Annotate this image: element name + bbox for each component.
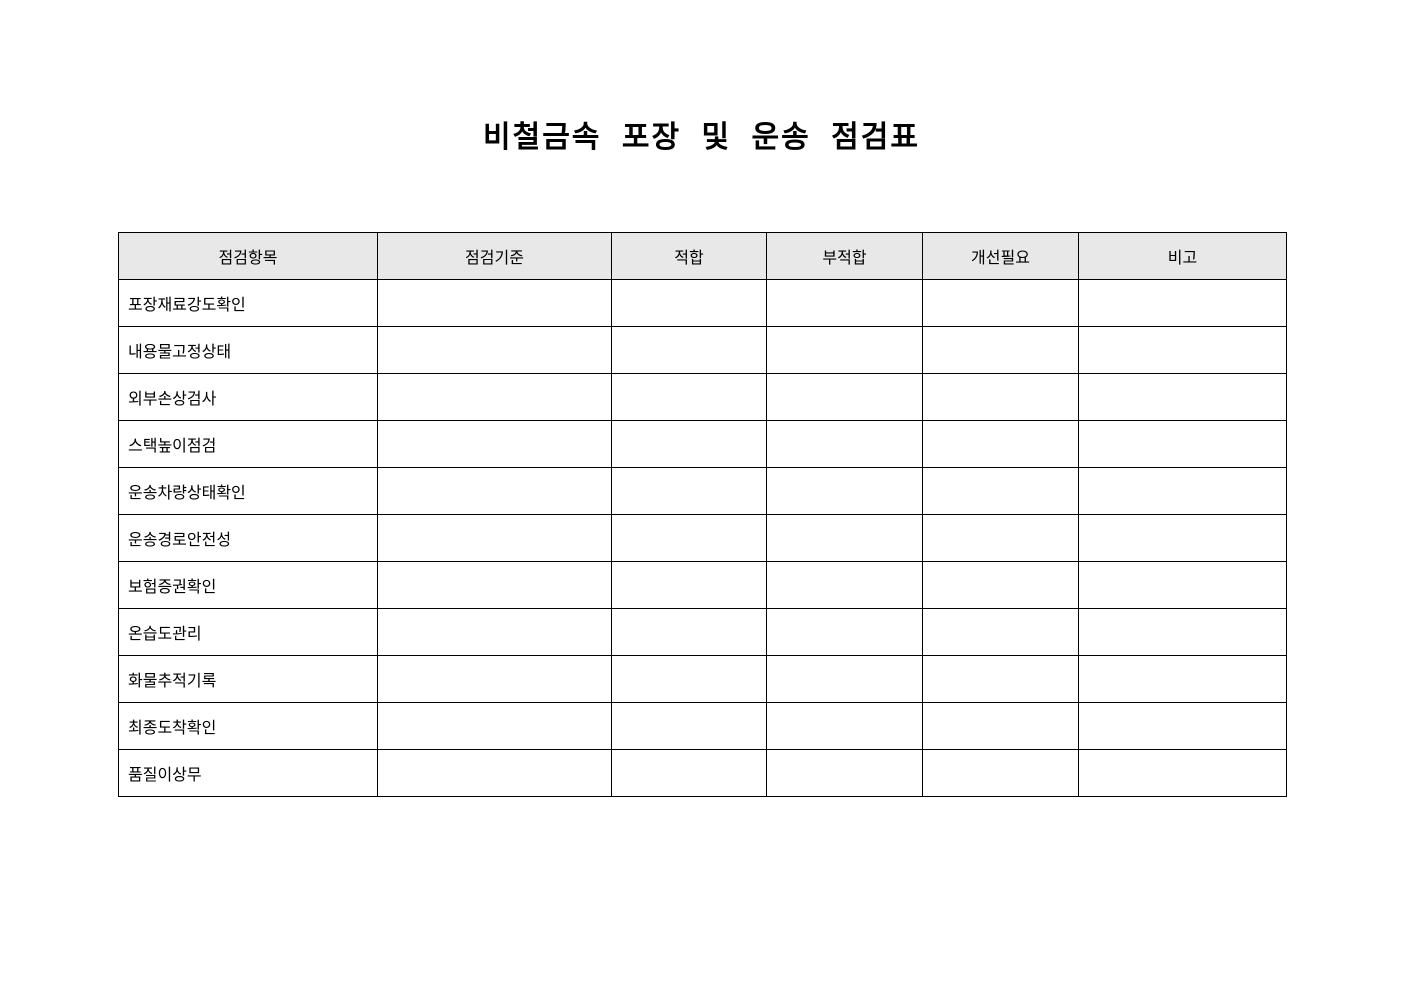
criteria-cell[interactable] — [377, 608, 612, 656]
table-row: 운송차량상태확인 — [118, 467, 1287, 515]
improvement-cell[interactable] — [922, 279, 1079, 327]
criteria-cell[interactable] — [377, 373, 612, 421]
table-row: 내용물고정상태 — [118, 326, 1287, 374]
criteria-cell[interactable] — [377, 514, 612, 562]
header-needs-improvement: 개선필요 — [922, 232, 1079, 280]
remarks-cell[interactable] — [1078, 561, 1287, 609]
criteria-cell[interactable] — [377, 467, 612, 515]
fail-cell[interactable] — [766, 279, 923, 327]
fail-cell[interactable] — [766, 749, 923, 797]
inspection-item-cell: 운송경로안전성 — [118, 514, 378, 562]
fail-cell[interactable] — [766, 420, 923, 468]
improvement-cell[interactable] — [922, 373, 1079, 421]
pass-cell[interactable] — [611, 467, 767, 515]
table-row: 보험증권확인 — [118, 561, 1287, 609]
inspection-item-cell: 온습도관리 — [118, 608, 378, 656]
criteria-cell[interactable] — [377, 749, 612, 797]
remarks-cell[interactable] — [1078, 373, 1287, 421]
improvement-cell[interactable] — [922, 514, 1079, 562]
improvement-cell[interactable] — [922, 608, 1079, 656]
pass-cell[interactable] — [611, 514, 767, 562]
header-remarks: 비고 — [1078, 232, 1287, 280]
improvement-cell[interactable] — [922, 749, 1079, 797]
table-row: 품질이상무 — [118, 749, 1287, 797]
page-title: 비철금속 포장 및 운송 점검표 — [483, 120, 920, 155]
inspection-item-cell: 외부손상검사 — [118, 373, 378, 421]
pass-cell[interactable] — [611, 655, 767, 703]
inspection-item-cell: 품질이상무 — [118, 749, 378, 797]
fail-cell[interactable] — [766, 467, 923, 515]
header-row: 점검항목 점검기준 적합 부적합 개선필요 비고 — [118, 232, 1287, 280]
header-pass: 적합 — [611, 232, 767, 280]
inspection-item-cell: 최종도착확인 — [118, 702, 378, 750]
fail-cell[interactable] — [766, 561, 923, 609]
inspection-item-cell: 포장재료강도확인 — [118, 279, 378, 327]
improvement-cell[interactable] — [922, 702, 1079, 750]
criteria-cell[interactable] — [377, 326, 612, 374]
remarks-cell[interactable] — [1078, 608, 1287, 656]
pass-cell[interactable] — [611, 749, 767, 797]
criteria-cell[interactable] — [377, 420, 612, 468]
criteria-cell[interactable] — [377, 279, 612, 327]
fail-cell[interactable] — [766, 373, 923, 421]
table-row: 운송경로안전성 — [118, 514, 1287, 562]
fail-cell[interactable] — [766, 702, 923, 750]
header-inspection-criteria: 점검기준 — [377, 232, 612, 280]
pass-cell[interactable] — [611, 561, 767, 609]
inspection-item-cell: 내용물고정상태 — [118, 326, 378, 374]
remarks-cell[interactable] — [1078, 467, 1287, 515]
pass-cell[interactable] — [611, 373, 767, 421]
improvement-cell[interactable] — [922, 467, 1079, 515]
criteria-cell[interactable] — [377, 655, 612, 703]
fail-cell[interactable] — [766, 655, 923, 703]
fail-cell[interactable] — [766, 514, 923, 562]
improvement-cell[interactable] — [922, 326, 1079, 374]
pass-cell[interactable] — [611, 702, 767, 750]
criteria-cell[interactable] — [377, 702, 612, 750]
remarks-cell[interactable] — [1078, 655, 1287, 703]
fail-cell[interactable] — [766, 326, 923, 374]
inspection-item-cell: 보험증권확인 — [118, 561, 378, 609]
remarks-cell[interactable] — [1078, 279, 1287, 327]
table-row: 외부손상검사 — [118, 373, 1287, 421]
table-row: 온습도관리 — [118, 608, 1287, 656]
criteria-cell[interactable] — [377, 561, 612, 609]
table-row: 최종도착확인 — [118, 702, 1287, 750]
inspection-item-cell: 스택높이점검 — [118, 420, 378, 468]
pass-cell[interactable] — [611, 608, 767, 656]
pass-cell[interactable] — [611, 420, 767, 468]
remarks-cell[interactable] — [1078, 702, 1287, 750]
inspection-item-cell: 운송차량상태확인 — [118, 467, 378, 515]
fail-cell[interactable] — [766, 608, 923, 656]
pass-cell[interactable] — [611, 326, 767, 374]
pass-cell[interactable] — [611, 279, 767, 327]
remarks-cell[interactable] — [1078, 514, 1287, 562]
improvement-cell[interactable] — [922, 655, 1079, 703]
inspection-item-cell: 화물추적기록 — [118, 655, 378, 703]
header-fail: 부적합 — [766, 232, 923, 280]
table-row: 스택높이점검 — [118, 420, 1287, 468]
improvement-cell[interactable] — [922, 420, 1079, 468]
remarks-cell[interactable] — [1078, 420, 1287, 468]
header-inspection-item: 점검항목 — [118, 232, 378, 280]
inspection-table: 점검항목 점검기준 적합 부적합 개선필요 비고 포장재료강도확인 내용물고정상태… — [118, 232, 1287, 797]
remarks-cell[interactable] — [1078, 749, 1287, 797]
remarks-cell[interactable] — [1078, 326, 1287, 374]
table-row: 포장재료강도확인 — [118, 279, 1287, 327]
improvement-cell[interactable] — [922, 561, 1079, 609]
table-row: 화물추적기록 — [118, 655, 1287, 703]
